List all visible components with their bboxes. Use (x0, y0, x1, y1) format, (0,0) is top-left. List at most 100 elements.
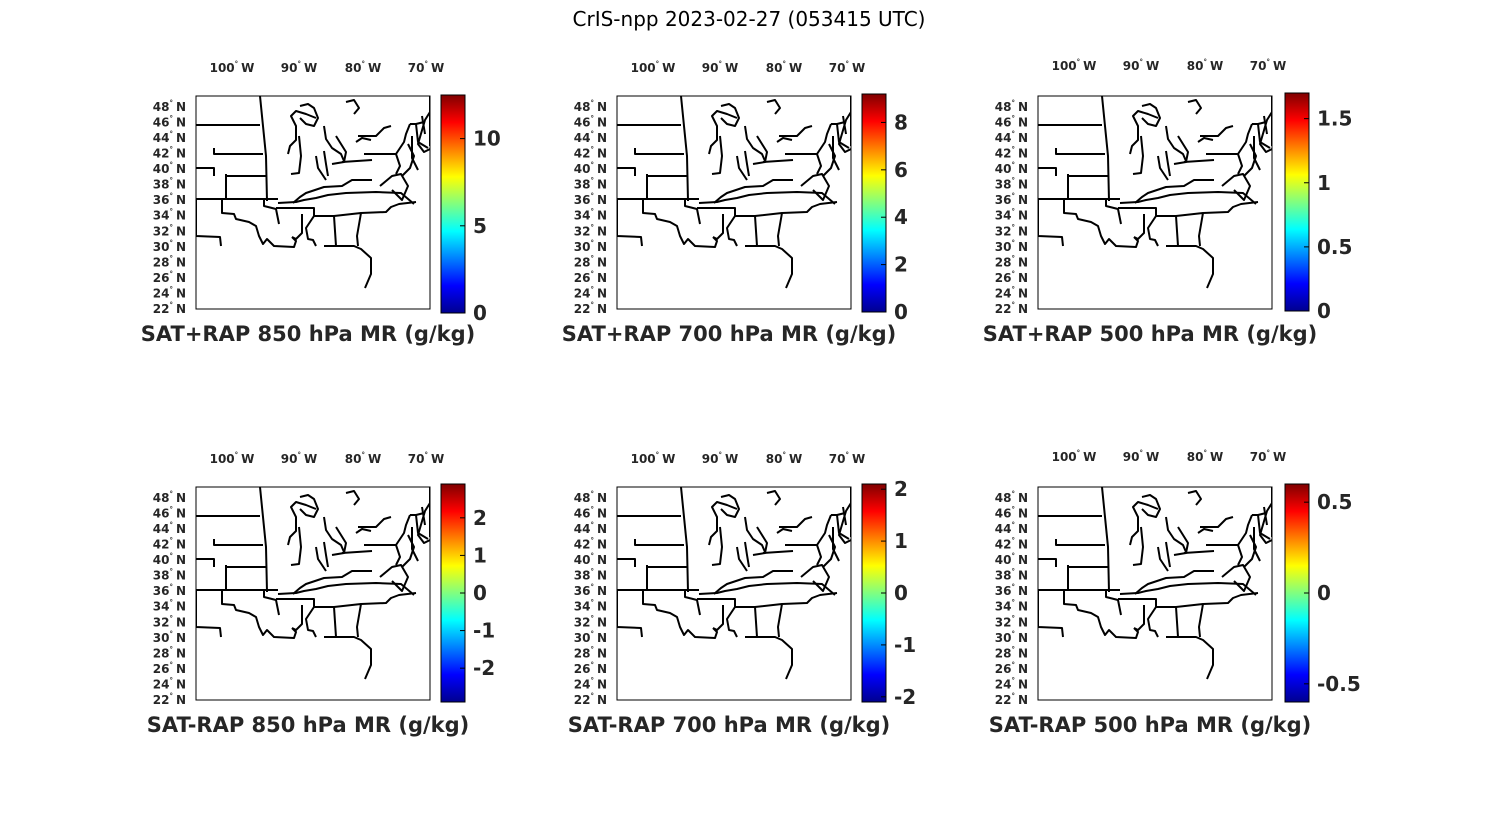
map-axes (616, 95, 852, 310)
state-boundary-line (617, 590, 643, 638)
state-boundary-line (785, 153, 822, 175)
state-boundary-line (697, 207, 738, 247)
state-boundary-line (697, 598, 738, 638)
map-axes (195, 95, 431, 310)
map-frame (195, 486, 431, 701)
lat-tick-label: 38° N (153, 177, 186, 192)
lat-tick-label: 44° N (995, 521, 1028, 536)
state-boundary-line (315, 546, 327, 572)
state-boundary-line (736, 546, 748, 572)
state-boundary-line (1237, 123, 1253, 155)
state-boundary-line (816, 123, 832, 155)
state-boundary-line (1038, 199, 1064, 247)
state-boundary-line (364, 153, 401, 175)
state-boundary-line (779, 125, 813, 137)
state-boundary-line (1132, 135, 1144, 175)
state-boundary-line (1243, 143, 1257, 177)
state-boundary-line (1141, 103, 1161, 127)
state-boundary-line (1133, 214, 1145, 240)
state-boundary-line (762, 550, 794, 554)
lat-tick-label: 40° N (995, 552, 1028, 567)
lat-tick-label: 24° N (153, 285, 186, 300)
state-boundary-line (1237, 514, 1253, 546)
state-boundary-line (345, 99, 360, 115)
lat-tick-label: 48° N (574, 99, 607, 114)
state-boundary-line (1129, 110, 1159, 155)
state-boundary-line (736, 155, 748, 181)
state-boundary-line (259, 96, 268, 202)
colorbar-tick-label: 2 (894, 253, 908, 277)
lon-tick-label: 100° W (631, 451, 676, 466)
state-boundaries (1038, 96, 1272, 289)
state-boundary-line (299, 103, 319, 127)
lon-tick-label: 100° W (1052, 58, 1097, 73)
state-boundary-line (1165, 541, 1171, 568)
lat-tick-label: 24° N (574, 676, 607, 691)
colorbar-tick-label: 4 (894, 205, 908, 229)
lon-tick-label: 70° W (1250, 58, 1286, 73)
state-boundary-line (331, 135, 347, 165)
state-boundary-line (291, 605, 303, 631)
lon-tick-label: 90° W (281, 451, 317, 466)
state-boundary-line (642, 199, 718, 248)
lat-tick-label: 38° N (153, 568, 186, 583)
state-boundary-line (277, 582, 415, 596)
state-boundary-line (756, 245, 793, 289)
lat-tick-label: 32° N (574, 223, 607, 238)
state-boundary-line (822, 534, 836, 568)
state-boundary-line (756, 636, 793, 680)
colorbar-tick-label: 0 (473, 581, 487, 605)
lat-tick-label: 42° N (153, 537, 186, 552)
state-boundary-line (1200, 516, 1234, 528)
lat-tick-label: 46° N (574, 114, 607, 129)
state-boundary-line (785, 544, 822, 566)
lon-tick-label: 100° W (210, 451, 255, 466)
map-frame (1037, 95, 1273, 310)
state-boundary-line (698, 582, 836, 596)
state-boundary-line (1055, 148, 1105, 155)
map-panel: 100° W 90° W 80° W 70° W 48° N46° N44° N42° N40° N38°… (983, 58, 1353, 346)
lat-tick-label: 40° N (153, 552, 186, 567)
lat-tick-label: 24° N (995, 676, 1028, 691)
lat-tick-label: 44° N (153, 521, 186, 536)
lat-tick-label: 30° N (153, 630, 186, 645)
colorbar-tick-label: 1 (1317, 171, 1331, 195)
state-boundary-line (617, 199, 643, 247)
lat-tick-label: 30° N (574, 239, 607, 254)
state-boundary-line (1165, 125, 1187, 162)
map-axes (1037, 486, 1273, 701)
lat-tick-label: 46° N (153, 114, 186, 129)
lon-tick-label: 90° W (702, 60, 738, 75)
state-boundary-line (1157, 155, 1169, 181)
state-boundary-line (1253, 527, 1261, 562)
lat-tick-label: 28° N (995, 645, 1028, 660)
state-boundary-line (1105, 590, 1122, 616)
state-boundary-line (276, 598, 317, 638)
colorbar: -0.5 0 0.5 (1284, 483, 1361, 703)
colorbar: 0 2 4 6 8 (861, 93, 908, 324)
state-boundary-line (263, 199, 280, 225)
lon-tick-label: 70° W (1250, 449, 1286, 464)
figure-title: CrIS-npp 2023-02-27 (053415 UTC) (573, 7, 926, 31)
colorbar: 0 0.5 1 1.5 (1284, 92, 1352, 323)
lat-tick-label: 34° N (574, 599, 607, 614)
state-boundary-line (401, 534, 415, 568)
state-boundary-line (213, 148, 263, 155)
lat-tick-label: 38° N (574, 568, 607, 583)
lon-tick-label: 80° W (1187, 449, 1223, 464)
panel-title: SAT+RAP 850 hPa MR (g/kg) (141, 322, 475, 346)
state-boundary-line (680, 96, 689, 202)
lon-tick-label: 80° W (766, 451, 802, 466)
map-panel: 100° W 90° W 80° W 70° W 48° N46° N44° N42° N40° N38°… (989, 449, 1361, 737)
lat-tick-label: 36° N (153, 583, 186, 598)
state-boundary-line (1118, 598, 1159, 638)
state-boundary-line (744, 125, 766, 162)
lat-tick-label: 48° N (995, 490, 1028, 505)
state-boundary-line (341, 550, 373, 554)
state-boundary-line (323, 516, 345, 553)
state-boundary-line (1259, 502, 1272, 544)
state-boundary-line (364, 544, 401, 566)
lat-tick-label: 48° N (995, 99, 1028, 114)
lat-tick-label: 30° N (995, 630, 1028, 645)
